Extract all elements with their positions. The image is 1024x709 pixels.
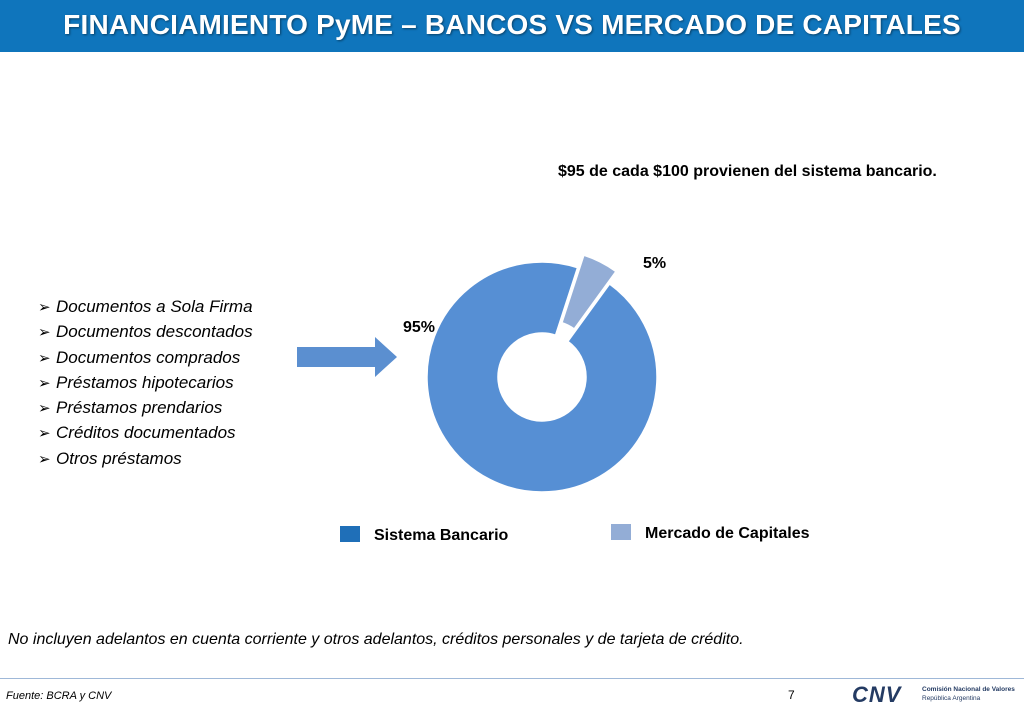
logo-line-2: República Argentina — [922, 695, 981, 702]
loan-types-list: ➢ Documentos a Sola Firma ➢ Documentos des… — [38, 294, 253, 471]
list-item-label: Préstamos prendarios — [56, 398, 223, 418]
arrow-bullet-icon: ➢ — [38, 425, 51, 443]
list-item: ➢ Préstamos hipotecarios — [38, 370, 253, 395]
legend-label: Mercado de Capitales — [645, 525, 810, 542]
donut-chart: 95% 5% — [403, 254, 666, 493]
logo-line-1: Comisión Nacional de Valores — [922, 686, 1015, 693]
arrow-bullet-icon: ➢ — [38, 450, 51, 468]
right-arrow-icon — [297, 337, 397, 377]
logo-mark-text: CNV — [852, 683, 903, 705]
list-item-label: Otros préstamos — [56, 448, 182, 468]
list-item-label: Documentos a Sola Firma — [56, 297, 253, 316]
list-item-label: Documentos comprados — [56, 347, 241, 367]
donut-slice-mercado-de-capitales — [561, 254, 617, 330]
legend-label: Sistema Bancario — [374, 527, 509, 544]
arrow-bullet-icon: ➢ — [38, 299, 51, 316]
legend-item-mercado-de-capitales: Mercado de Capitales — [611, 524, 810, 544]
cnv-logo: CNV Comisión Nacional de Valores Repúbli… — [852, 683, 1022, 707]
list-item: ➢ Préstamos prendarios — [38, 395, 253, 420]
list-item: ➢ Documentos descontados — [38, 319, 253, 344]
footnote: No incluyen adelantos en cuenta corrient… — [8, 631, 744, 648]
chart-title: $95 de cada $100 provienen del sistema b… — [558, 163, 937, 180]
list-item: ➢ Documentos comprados — [38, 345, 253, 370]
data-label-sistema-bancario: 95% — [403, 319, 435, 336]
arrow-bullet-icon: ➢ — [38, 374, 51, 392]
list-item: ➢ Documentos a Sola Firma — [38, 294, 253, 319]
list-item: ➢ Otros préstamos — [38, 446, 253, 471]
arrow-bullet-icon: ➢ — [38, 324, 51, 342]
arrow-bullet-icon: ➢ — [38, 400, 51, 418]
arrow-bullet-icon: ➢ — [38, 349, 51, 367]
list-item-label: Créditos documentados — [56, 423, 236, 443]
page-number: 7 — [788, 688, 795, 702]
logo-text: Comisión Nacional de Valores República A… — [922, 685, 1015, 703]
legend-swatch — [340, 526, 360, 542]
title-bar: FINANCIAMIENTO PyME – BANCOS VS MERCADO … — [0, 0, 1024, 52]
footer-divider — [0, 678, 1024, 679]
legend-swatch — [611, 524, 631, 540]
list-item-label: Documentos descontados — [56, 322, 253, 342]
list-item: ➢ Créditos documentados — [38, 420, 253, 445]
donut-slice-sistema-bancario — [426, 261, 658, 493]
cnv-logo-mark: CNV — [852, 683, 903, 705]
source-note: Fuente: BCRA y CNV — [6, 690, 112, 702]
list-item-label: Préstamos hipotecarios — [56, 372, 234, 392]
legend-item-sistema-bancario: Sistema Bancario — [340, 526, 508, 546]
data-label-mercado-de-capitales: 5% — [643, 255, 666, 272]
slide-title: FINANCIAMIENTO PyME – BANCOS VS MERCADO … — [63, 9, 961, 40]
